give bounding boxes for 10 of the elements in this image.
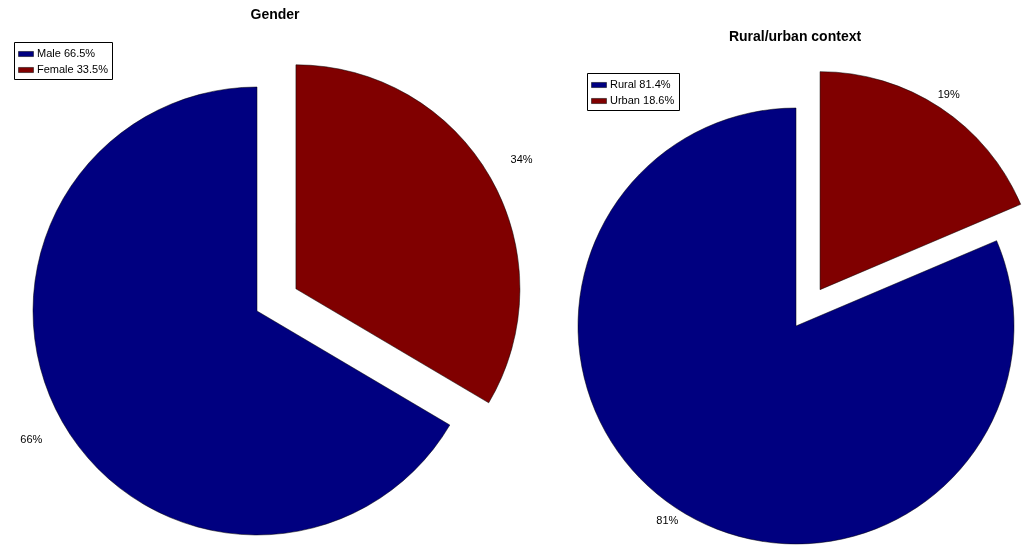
data-label: 66% [20, 432, 43, 445]
legend-label: Rural 81.4% [610, 78, 671, 90]
chart-title: Rural/urban context [728, 28, 862, 44]
data-label: 19% [937, 88, 960, 101]
data-label: 34% [510, 153, 533, 166]
legend-label: Urban 18.6% [610, 94, 675, 106]
legend-label: Female 33.5% [37, 63, 109, 75]
data-label: 81% [656, 513, 679, 526]
legend-label: Male 66.5% [37, 47, 96, 59]
chart-title: Gender [250, 6, 301, 22]
